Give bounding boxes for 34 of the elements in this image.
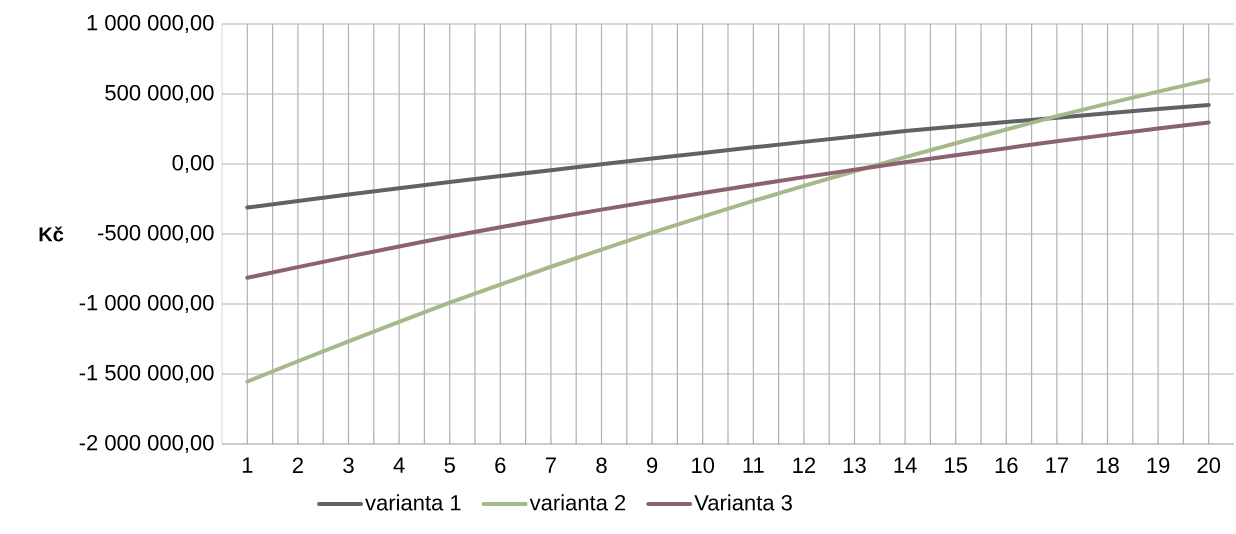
- x-tick-label: 2: [292, 457, 303, 473]
- x-tick-label: 5: [444, 457, 455, 473]
- y-tick-label: -1 000 000,00: [79, 294, 214, 314]
- x-tick-label: 19: [1147, 457, 1170, 474]
- x-tick-label: 7: [545, 457, 556, 473]
- y-tick-label: 500 000,00: [105, 84, 214, 104]
- x-tick-label: 12: [793, 457, 816, 473]
- line-series: [245, 103, 1211, 210]
- y-tick-label: -500 000,00: [98, 224, 214, 244]
- y-tick-label: 1 000 000,00: [87, 14, 214, 34]
- x-tick-label: 11: [743, 457, 764, 473]
- x-tick-label: 16: [995, 457, 1018, 474]
- x-tick-label: 8: [596, 457, 607, 474]
- x-tick-label: 18: [1096, 457, 1119, 474]
- x-tick-label: 15: [945, 457, 968, 473]
- x-tick-label: 9: [647, 457, 658, 474]
- x-tick-label: 14: [894, 457, 917, 473]
- x-tick-label: 10: [692, 457, 715, 474]
- legend-label: varianta 2: [529, 494, 626, 511]
- y-tick-label: 0,00: [172, 154, 214, 174]
- legend-label: varianta 1: [365, 494, 461, 511]
- x-tick-label: 17: [1046, 457, 1069, 473]
- line-series: [245, 120, 1211, 280]
- y-tick-label: -1 500 000,00: [79, 364, 214, 384]
- y-tick-label: -2 000 000,00: [79, 434, 214, 454]
- x-tick-label: 13: [843, 457, 866, 474]
- line-series: [245, 77, 1211, 384]
- x-tick-label: 4: [393, 457, 405, 473]
- legend-label: Varianta 3: [694, 494, 792, 511]
- x-tick-label: 1: [242, 457, 253, 473]
- y-axis-title: Kč: [39, 226, 64, 242]
- x-tick-label: 3: [343, 457, 354, 474]
- x-tick-label: 20: [1197, 457, 1221, 474]
- x-tick-label: 6: [495, 457, 506, 474]
